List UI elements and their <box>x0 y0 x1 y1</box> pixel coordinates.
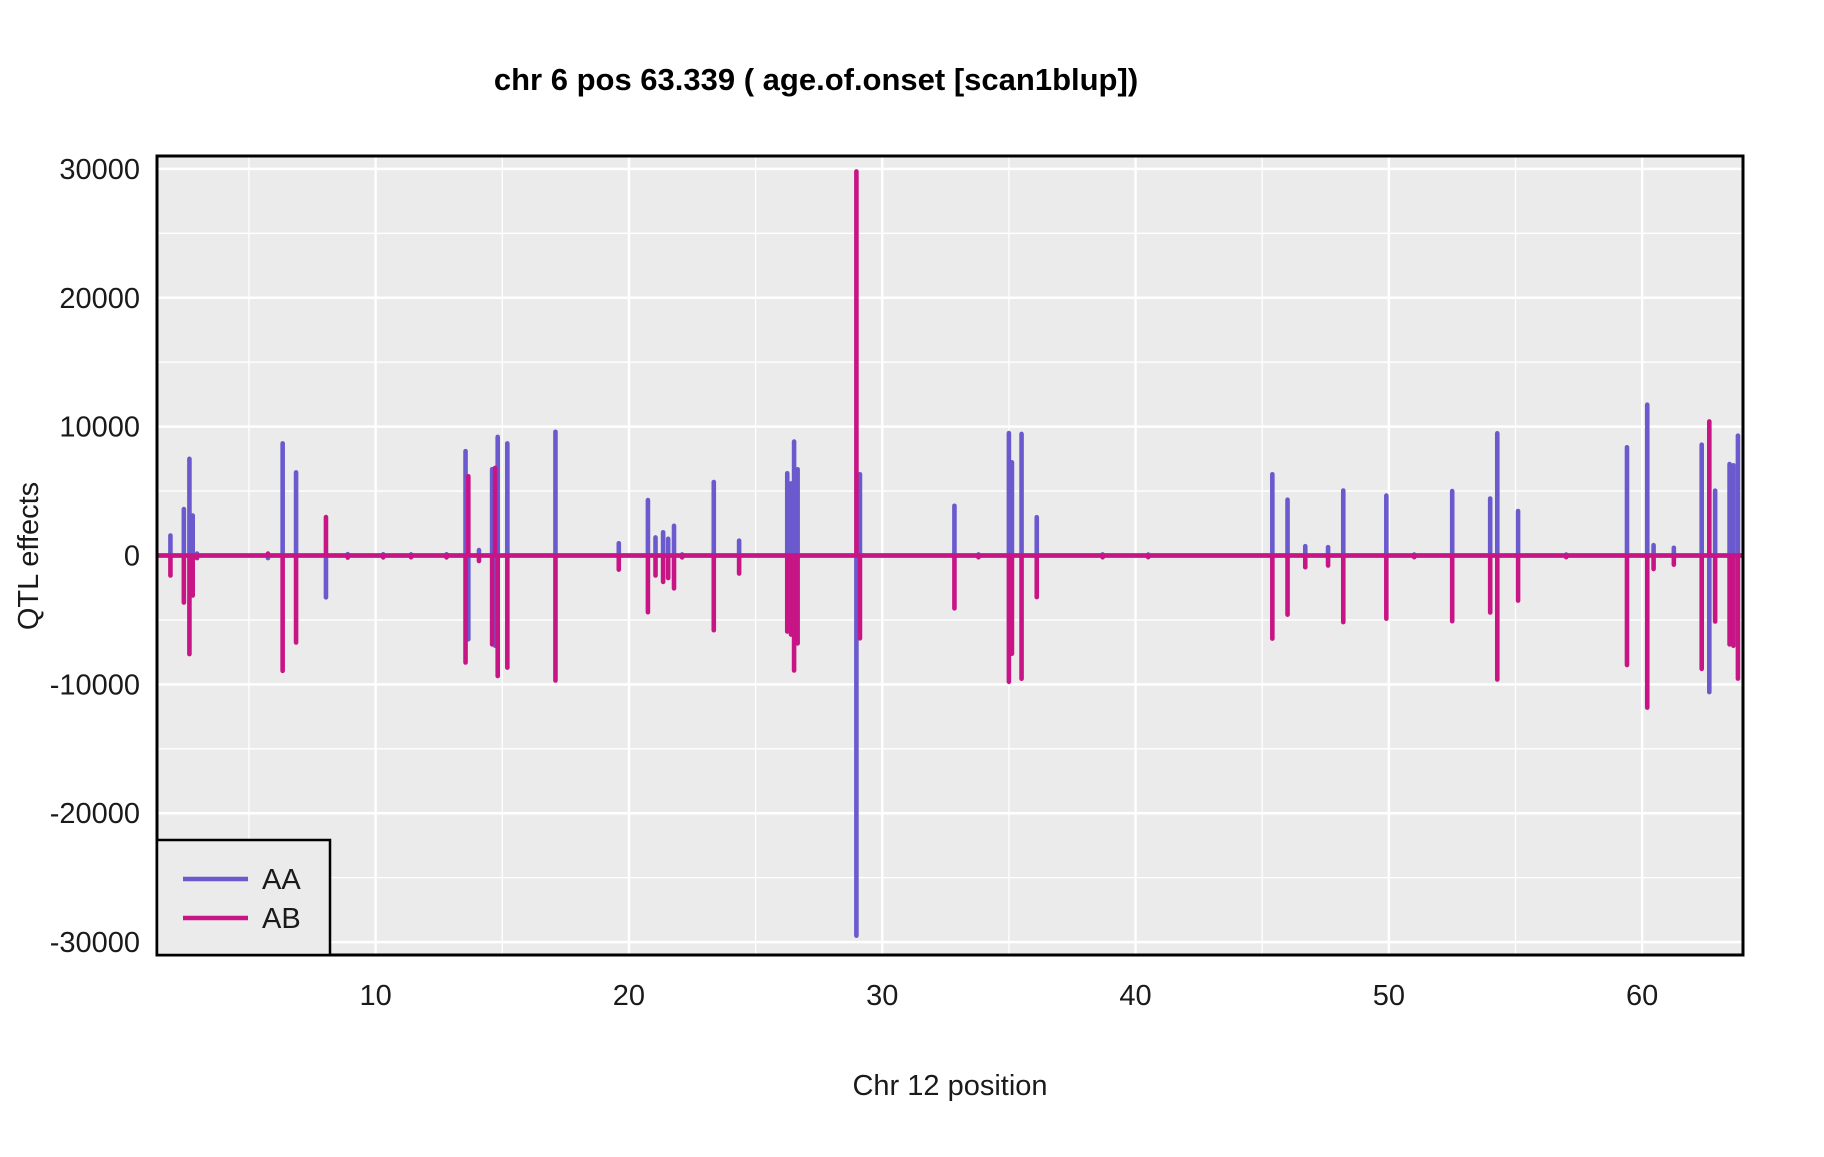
x-tick-label: 50 <box>1373 980 1405 1012</box>
x-tick-label: 40 <box>1119 980 1151 1012</box>
legend: AA AB <box>155 838 332 957</box>
y-tick-label: 10000 <box>59 412 140 444</box>
y-axis-tick-labels: 30000 20000 10000 0 -10000 -20000 -30000 <box>50 154 140 959</box>
x-tick-label: 60 <box>1626 980 1658 1012</box>
y-axis-title: QTL effects <box>13 482 45 630</box>
chart-title: chr 6 pos 63.339 ( age.of.onset [scan1bl… <box>494 62 1138 97</box>
x-axis-title: Chr 12 position <box>852 1070 1047 1102</box>
legend-box <box>155 838 332 957</box>
y-tick-label: 0 <box>124 541 140 573</box>
legend-ab-label: AB <box>262 903 301 935</box>
y-tick-label: 20000 <box>59 283 140 315</box>
panel-border <box>155 154 1745 957</box>
x-tick-label: 20 <box>613 980 645 1012</box>
y-tick-label: -20000 <box>50 798 140 830</box>
x-tick-label: 30 <box>866 980 898 1012</box>
y-tick-label: 30000 <box>59 154 140 186</box>
y-tick-label: -10000 <box>50 669 140 701</box>
ab-series <box>168 169 1741 710</box>
x-axis-tick-labels: 10 20 30 40 50 60 <box>359 980 1658 1012</box>
y-tick-label: -30000 <box>50 927 140 959</box>
legend-aa-label: AA <box>262 864 301 896</box>
x-tick-label: 10 <box>359 980 391 1012</box>
